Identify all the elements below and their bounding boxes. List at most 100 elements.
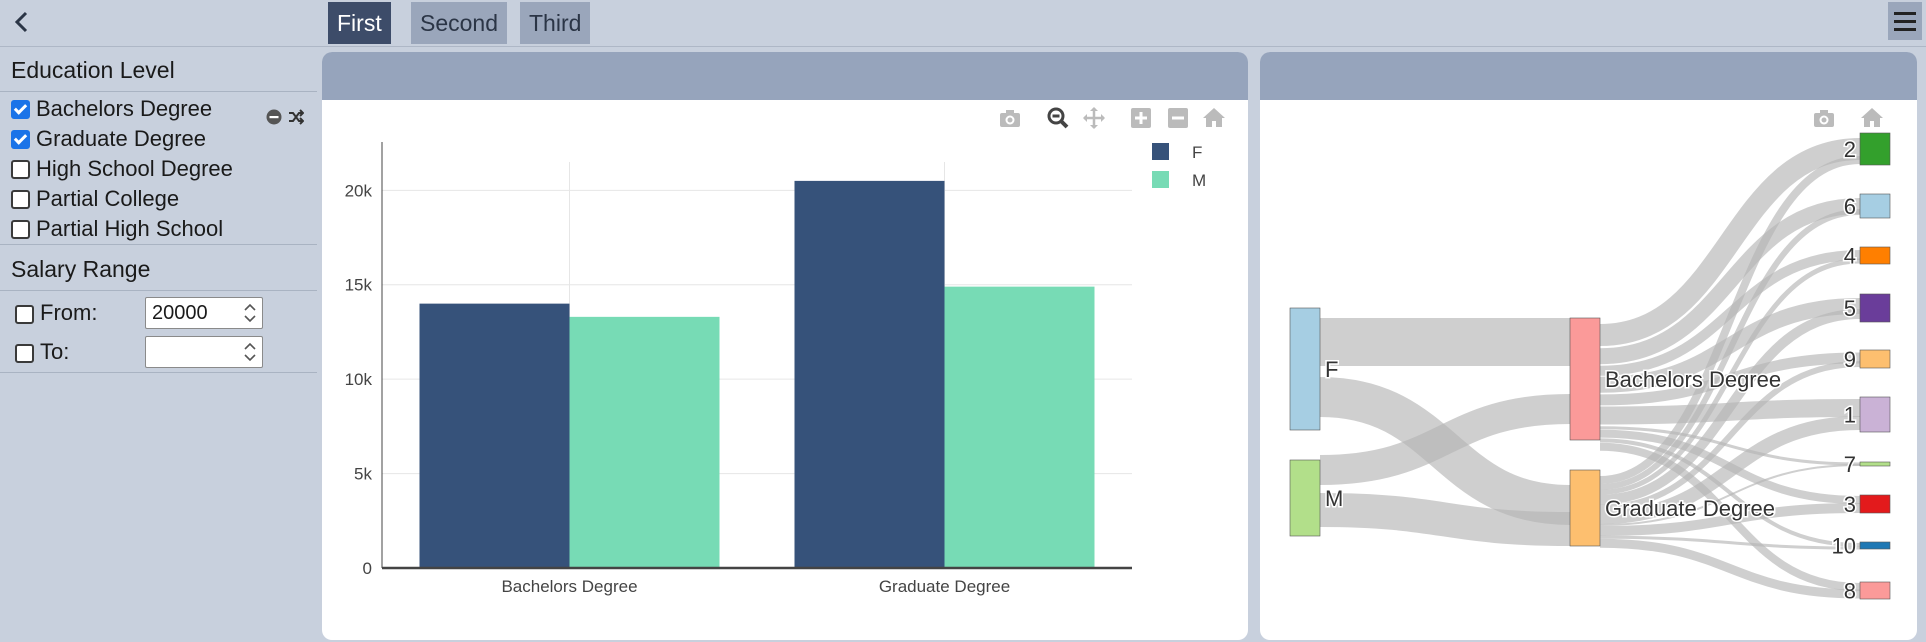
link-graduate-5 (1599, 309, 1861, 505)
link-graduate-3 (1599, 503, 1861, 536)
sankey-node-label: Bachelors Degree (1605, 367, 1781, 392)
y-tick-label: 15k (345, 276, 373, 295)
salary-title: Salary Range (11, 256, 151, 282)
bar-chart-panel: 0 5k 10k 15k 20k Bachelors Degree Graduate Deg… (322, 52, 1248, 640)
option-label: High School Degree (36, 156, 233, 181)
sankey-panel: F M Bachelors Degree Graduate Degree 2 6 4 5 9 1 7… (1260, 52, 1917, 640)
camera-icon[interactable] (998, 107, 1022, 129)
tab-second[interactable]: Second (411, 2, 508, 44)
option-label: Partial High School (36, 216, 224, 241)
sankey-node-3 (1859, 494, 1891, 514)
link-m-bachelors (1319, 394, 1571, 485)
sankey-node-graduate-degree (1569, 469, 1601, 547)
sankey-node-label: 8 (1844, 579, 1856, 604)
zoom-in-icon[interactable] (1130, 107, 1152, 129)
tab-third[interactable]: Third (520, 2, 591, 44)
sankey-node-4 (1859, 246, 1891, 265)
sankey-node-label: 3 (1844, 492, 1856, 517)
option-label: Graduate Degree (36, 126, 206, 151)
link-graduate-9 (1599, 361, 1861, 511)
shuffle-icon[interactable] (288, 109, 304, 125)
bar-m-1 (569, 316, 720, 568)
from-input[interactable]: 20000 (145, 297, 263, 329)
option-label: Partial College (36, 186, 180, 211)
back-icon[interactable] (8, 8, 36, 36)
from-value: 20000 (152, 302, 208, 324)
link-bachelors-2 (1599, 138, 1861, 346)
stepper-icon[interactable] (242, 340, 258, 364)
bar-chart: 0 5k 10k 15k 20k Bachelors Degree Graduate Deg… (345, 142, 1132, 596)
tab-first[interactable]: First (328, 2, 391, 44)
link-m-graduate (1319, 493, 1571, 546)
sankey-node-8 (1859, 581, 1891, 600)
link-graduate-4 (1599, 258, 1861, 495)
divider (0, 91, 317, 92)
bar-f-2 (794, 180, 945, 568)
legend-swatch-f (1152, 143, 1169, 160)
checkbox-to[interactable] (15, 344, 34, 363)
home-icon[interactable] (1202, 106, 1226, 128)
divider (0, 290, 317, 291)
x-tick-label: Graduate Degree (879, 577, 1010, 596)
checkbox-bachelors[interactable] (11, 100, 30, 119)
pan-icon[interactable] (1082, 106, 1106, 130)
divider (0, 372, 317, 373)
sankey-node-5 (1859, 293, 1891, 323)
home-icon[interactable] (1860, 106, 1884, 128)
from-label: From: (40, 300, 98, 325)
stepper-icon[interactable] (242, 301, 258, 325)
sankey-node-label: Graduate Degree (1605, 496, 1775, 521)
sankey-node-2 (1859, 132, 1891, 166)
legend-swatch-m (1152, 171, 1169, 188)
checkbox-graduate[interactable] (11, 130, 30, 149)
top-bar: First Second Third (0, 0, 1926, 47)
legend-label-f[interactable]: F (1192, 143, 1203, 162)
sankey-node-label: 1 (1844, 403, 1856, 428)
sankey-node-1 (1859, 396, 1891, 433)
sankey-node-label: 4 (1844, 244, 1856, 269)
menu-button[interactable] (1888, 2, 1922, 40)
panel-header (1260, 52, 1917, 100)
link-bachelors-6 (1599, 198, 1861, 365)
sankey-node-label: 2 (1844, 137, 1856, 162)
y-tick-label: 0 (363, 559, 372, 578)
link-bachelors-10 (1599, 438, 1861, 547)
sidebar: Education Level Bachelors Degree Graduat… (0, 47, 320, 642)
option-label: Bachelors Degree (36, 96, 213, 121)
sankey-node-6 (1859, 193, 1891, 219)
sankey-node-label: F (1325, 357, 1338, 382)
hamburger-icon (1894, 12, 1916, 31)
bar-m-2 (944, 286, 1095, 568)
link-graduate-8 (1599, 538, 1861, 599)
bar-f-1 (419, 303, 570, 568)
sankey-node-label: M (1325, 486, 1343, 511)
zoom-icon[interactable] (1046, 106, 1070, 130)
sankey-node-10 (1859, 541, 1891, 550)
collapse-icon[interactable] (266, 109, 282, 125)
link-graduate-1 (1599, 416, 1861, 525)
to-input[interactable] (145, 336, 263, 368)
legend-label-m[interactable]: M (1192, 171, 1207, 190)
camera-icon[interactable] (1812, 107, 1836, 129)
link-graduate-6 (1599, 209, 1861, 490)
checkbox-partial-high-school[interactable] (11, 220, 30, 239)
divider (0, 244, 317, 245)
sankey-chart: F M Bachelors Degree Graduate Degree 2 6 4 5 9 1 7… (1289, 132, 1891, 605)
link-graduate-10 (1599, 535, 1861, 550)
checkbox-partial-college[interactable] (11, 190, 30, 209)
zoom-out-icon[interactable] (1167, 107, 1189, 129)
sankey-node-label: 9 (1844, 347, 1856, 372)
sankey-node-7 (1859, 461, 1891, 467)
to-label: To: (40, 339, 70, 364)
sankey-node-bachelors-degree (1569, 317, 1601, 441)
y-tick-label: 5k (354, 465, 372, 484)
education-title: Education Level (11, 57, 175, 83)
checkbox-from[interactable] (15, 305, 34, 324)
y-tick-label: 20k (345, 181, 373, 200)
sankey-node-label: 5 (1844, 296, 1856, 321)
y-tick-label: 10k (345, 370, 373, 389)
x-tick-label: Bachelors Degree (501, 577, 637, 596)
sankey-node-label: 10 (1832, 534, 1856, 559)
checkbox-high-school[interactable] (11, 160, 30, 179)
sankey-node-m (1289, 459, 1321, 537)
